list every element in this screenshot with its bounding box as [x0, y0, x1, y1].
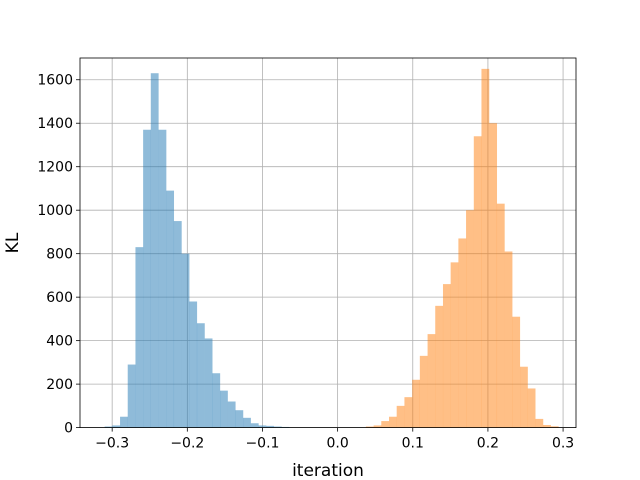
histogram-bar	[196, 323, 205, 428]
x-axis-ticks: −0.3 −0.2 −0.1 0.0 0.1 0.2 0.3	[95, 427, 574, 452]
histogram-bar	[381, 421, 390, 428]
histogram-bar	[135, 247, 144, 428]
histogram-bar	[273, 426, 282, 428]
histogram-bar	[365, 426, 374, 428]
plot-frame	[79, 57, 577, 429]
histogram-bar	[373, 425, 382, 428]
y-tick-label: 1000	[37, 203, 73, 219]
x-tick-label: 0.1	[402, 436, 424, 452]
histogram-bar	[189, 301, 198, 428]
histogram-bar	[466, 210, 474, 428]
histogram-bar	[258, 425, 267, 428]
histogram-bar	[127, 364, 136, 428]
histogram-bar	[266, 425, 274, 428]
histogram-bar	[496, 203, 505, 428]
histogram-bar	[150, 73, 159, 428]
y-axis-label: KL	[3, 232, 23, 253]
histogram-bar	[419, 355, 428, 428]
y-tick-label: 1200	[37, 160, 73, 176]
histogram-bar	[450, 262, 459, 428]
x-tick-label: −0.1	[245, 436, 279, 452]
histogram-bar	[166, 190, 175, 428]
histogram-bar	[550, 426, 559, 428]
histogram-bar	[212, 373, 221, 428]
histogram-bar	[204, 338, 213, 428]
histogram-bar	[396, 405, 405, 428]
histogram-bar	[181, 253, 190, 428]
x-tick-label: −0.2	[170, 436, 204, 452]
histogram-bar	[220, 390, 228, 428]
histogram-bar	[112, 425, 121, 428]
histogram-bar	[442, 284, 451, 428]
x-tick-label: 0.3	[552, 436, 574, 452]
histogram-bar	[504, 251, 513, 428]
histogram-bar	[243, 417, 251, 428]
histogram-bar	[404, 397, 413, 428]
y-tick-label: 1400	[37, 116, 73, 132]
series-2	[365, 68, 559, 428]
histogram-bar	[535, 418, 544, 428]
y-tick-label: 400	[46, 334, 73, 350]
histogram-bar	[473, 136, 482, 428]
histogram-bar	[143, 129, 151, 428]
histogram-bar	[173, 221, 182, 428]
histogram-bar	[489, 123, 498, 428]
x-tick-label: −0.3	[95, 436, 129, 452]
series-1	[104, 73, 290, 428]
histogram-bar	[120, 416, 128, 428]
y-tick-label: 800	[46, 247, 73, 263]
x-axis-label: iteration	[292, 461, 364, 480]
histogram-bar	[512, 316, 521, 428]
histogram-bar	[227, 401, 236, 428]
histogram-bar	[458, 238, 467, 428]
histogram-bar	[520, 366, 528, 428]
histogram-bar	[250, 423, 259, 428]
histogram-bar	[412, 379, 420, 428]
y-tick-label: 0	[64, 421, 73, 437]
histogram-bar	[435, 305, 444, 428]
histogram-bar	[235, 410, 244, 428]
histogram-bar	[527, 388, 536, 428]
x-tick-label: 0.2	[477, 436, 499, 452]
histogram-bar	[543, 424, 551, 428]
histogram-bar	[427, 334, 436, 428]
histogram-bar	[104, 426, 113, 428]
y-axis-ticks: 0 200 400 600 800 1000 1200 1400 1600	[37, 73, 80, 437]
histogram-bar	[389, 416, 397, 428]
y-tick-label: 600	[46, 290, 73, 306]
histogram-bar	[158, 129, 167, 428]
histogram-bars	[104, 68, 559, 428]
y-tick-label: 1600	[37, 73, 73, 89]
x-tick-label: 0.0	[326, 436, 348, 452]
histogram-bar	[481, 68, 490, 428]
y-tick-label: 200	[46, 377, 73, 393]
